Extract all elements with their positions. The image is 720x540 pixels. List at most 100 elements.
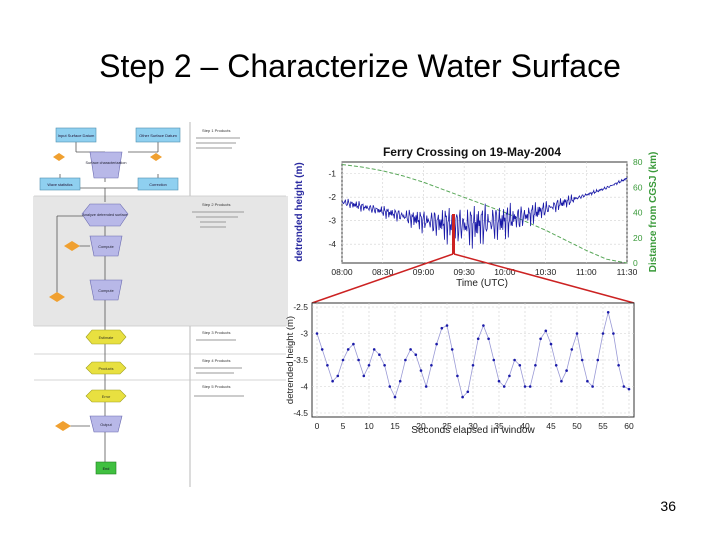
top-y-tick-label: -2 <box>328 192 336 202</box>
step1-products-text <box>196 137 240 149</box>
bottom-data-point <box>580 358 584 362</box>
flowchart-shaded-band <box>33 196 288 326</box>
step5-products-heading: Step 5 Products <box>202 384 230 389</box>
bottom-y-tick-label: -3.5 <box>293 355 308 365</box>
top-y-tick-label: -3 <box>328 216 336 226</box>
bottom-x-tick-label: 35 <box>494 421 504 431</box>
bottom-x-tick-label: 30 <box>468 421 478 431</box>
top-chart-height-trace <box>341 177 628 249</box>
bottom-data-point <box>414 353 418 356</box>
bottom-data-point <box>544 329 548 333</box>
bottom-chart-y-ticks: -2.5 -3 -3.5 -4 -4.5 <box>293 302 308 418</box>
svg-text:End: End <box>103 467 110 471</box>
bottom-data-point <box>622 385 626 388</box>
bottom-data-point <box>596 358 600 362</box>
bottom-data-point <box>570 348 574 351</box>
top-y2-tick-label: 0 <box>633 258 638 268</box>
slide-title: Step 2 – Characterize Water Surface <box>99 48 621 84</box>
bottom-data-point <box>523 385 527 388</box>
bottom-data-point <box>346 348 350 351</box>
bottom-data-point <box>383 364 386 367</box>
bottom-x-tick-label: 40 <box>520 421 530 431</box>
bottom-data-point <box>586 379 589 383</box>
top-x-tick-label: 08:30 <box>372 267 394 277</box>
flowchart-decision-5 <box>55 421 71 431</box>
svg-text:Correction: Correction <box>149 183 167 187</box>
top-chart-xlabel: Time (UTC) <box>456 278 508 289</box>
flowchart-diagram: Input Surface Datum Other Surface Datum … <box>30 122 290 487</box>
bottom-data-point <box>331 379 334 383</box>
top-chart-ylabel: detrended height (m) <box>294 162 305 261</box>
top-chart-distance-line <box>341 164 628 264</box>
bottom-data-point <box>601 332 605 335</box>
svg-text:Other Surface Datum: Other Surface Datum <box>139 133 177 138</box>
bottom-data-point <box>627 387 631 391</box>
page-number: 36 <box>660 498 676 514</box>
bottom-data-point <box>430 364 433 367</box>
bottom-data-point <box>560 379 563 383</box>
bottom-data-point <box>419 369 423 372</box>
bottom-x-tick-label: 0 <box>315 421 320 431</box>
bottom-data-point <box>372 348 376 351</box>
flowchart-box-input <box>55 127 97 143</box>
bottom-data-point <box>341 358 345 362</box>
charts-area: Ferry Crossing on 19-May-2004 08:00 08:30… <box>285 145 659 436</box>
bottom-data-point <box>315 332 319 335</box>
bottom-data-point <box>539 337 542 341</box>
step4-products-text <box>194 367 242 374</box>
bottom-data-point <box>388 385 392 388</box>
top-y2-tick-label: 80 <box>633 157 643 167</box>
svg-text:Products: Products <box>99 367 114 371</box>
bottom-data-point <box>404 358 407 362</box>
flowchart-process-c <box>89 279 123 301</box>
flowchart-hexagon-estimate <box>85 329 127 345</box>
bottom-data-point <box>591 385 594 388</box>
top-chart-grid <box>341 162 628 263</box>
bottom-data-point <box>357 358 360 362</box>
top-chart-y-ticks: -1 -2 -3 -4 <box>328 169 336 249</box>
svg-text:Input Surface Datum: Input Surface Datum <box>58 133 95 138</box>
bottom-y-tick-label: -4.5 <box>293 408 308 418</box>
bottom-data-point <box>398 379 402 383</box>
svg-text:Output: Output <box>100 423 112 427</box>
top-chart-title: Ferry Crossing on 19-May-2004 <box>383 145 561 159</box>
bottom-data-point <box>497 379 501 383</box>
bottom-data-point <box>440 326 444 330</box>
top-chart-y2-ticks: 0 20 40 60 80 <box>633 157 643 268</box>
bottom-data-point <box>476 337 480 341</box>
bottom-data-point <box>575 332 579 335</box>
bottom-data-point <box>482 324 485 327</box>
top-x-tick-label: 11:00 <box>576 267 597 277</box>
flowchart-box-end <box>95 461 117 475</box>
bottom-data-point <box>466 390 470 394</box>
top-x-tick-label: 10:00 <box>494 267 516 277</box>
bottom-x-tick-label: 20 <box>416 421 426 431</box>
zoom-connector-right <box>453 253 635 304</box>
flowchart-decision-3 <box>64 241 80 251</box>
bottom-chart-x-ticks: 0 5 10 15 20 25 30 35 40 45 50 55 60 <box>315 421 634 431</box>
bottom-data-point <box>606 311 610 314</box>
bottom-data-point <box>367 364 371 367</box>
bottom-data-point <box>320 348 324 351</box>
flowchart-decision-4 <box>49 292 65 302</box>
bottom-chart-grid <box>312 303 634 417</box>
bottom-x-tick-label: 50 <box>572 421 582 431</box>
bottom-x-tick-label: 25 <box>442 421 452 431</box>
top-y2-tick-label: 20 <box>633 233 643 243</box>
bottom-chart-ylabel: detrended height (m) <box>285 316 296 404</box>
bottom-x-tick-label: 55 <box>598 421 608 431</box>
step2-products-text <box>192 211 244 228</box>
bottom-data-point <box>518 364 522 367</box>
bottom-x-tick-label: 45 <box>546 421 556 431</box>
bottom-data-point <box>450 348 454 351</box>
bottom-x-tick-label: 5 <box>341 421 346 431</box>
svg-text:Estimate: Estimate <box>99 336 114 340</box>
svg-text:Compute: Compute <box>98 289 113 293</box>
bottom-data-point <box>534 364 537 367</box>
bottom-data-point <box>326 364 329 367</box>
top-x-tick-label: 08:00 <box>331 267 353 277</box>
flowchart-hexagon-error <box>85 389 127 403</box>
bottom-data-point <box>549 342 553 346</box>
bottom-data-point <box>445 324 449 327</box>
top-x-tick-label: 09:00 <box>413 267 435 277</box>
